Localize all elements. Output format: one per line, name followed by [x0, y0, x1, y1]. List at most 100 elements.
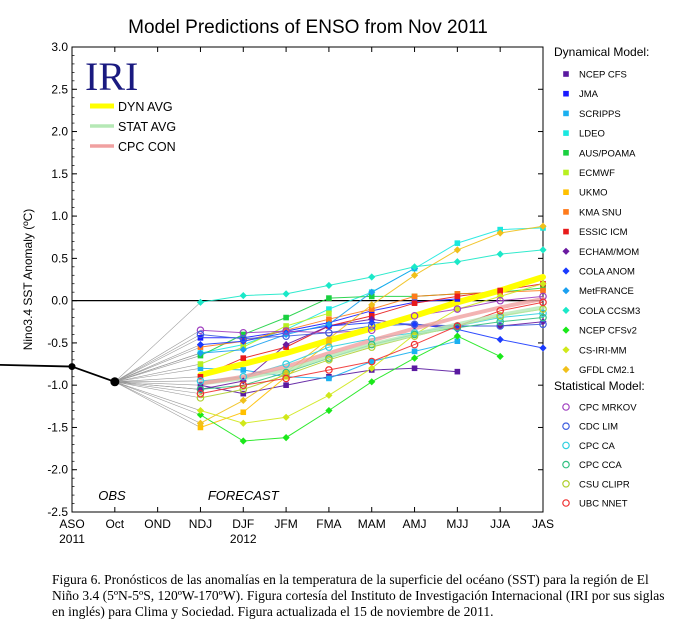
- forecast-marker: [197, 365, 204, 372]
- x-tick-label: OND: [144, 517, 171, 531]
- forecast-marker: [410, 332, 419, 340]
- forecast-marker: [410, 320, 419, 328]
- forecast-marker: [240, 367, 247, 373]
- series-line-metfrance: [200, 268, 415, 354]
- x-tick-label: AMJ: [403, 517, 427, 531]
- forecast-marker: [454, 338, 461, 345]
- forecast-marker: [454, 240, 461, 246]
- inset-legend-label: DYN AVG: [118, 100, 173, 114]
- legend-marker: [562, 479, 570, 488]
- x-tick-label: ASO: [59, 517, 84, 531]
- connector-jma: [114, 337, 201, 383]
- forecast-marker: [496, 229, 504, 237]
- connector-ncep-cfs: [114, 381, 201, 386]
- enso-chart: Model Predictions of ENSO from Nov 2011 …: [0, 17, 649, 546]
- forecast-marker: [283, 323, 289, 329]
- connector-cpc-ca: [114, 380, 201, 383]
- legend-marker: [562, 247, 570, 255]
- legend-marker: [562, 365, 570, 374]
- plot-frame: [71, 46, 544, 513]
- legend-marker: [562, 306, 570, 314]
- forecast-marker: [539, 344, 547, 352]
- y-tick-label: -1.0: [47, 378, 68, 392]
- forecast-marker: [496, 352, 504, 361]
- connector-metfrance: [114, 352, 201, 383]
- forecast-marker: [239, 396, 247, 404]
- forecast-marker: [197, 424, 204, 431]
- forecast-marker: [325, 320, 333, 328]
- forecast-marker: [239, 334, 248, 343]
- forecast-marker: [410, 340, 419, 349]
- connector-ecmwf: [114, 363, 201, 383]
- legend-label: NCEP CFSv2: [579, 326, 637, 337]
- forecast-marker: [325, 366, 333, 374]
- connector-cola-ccsm3: [114, 302, 201, 383]
- legend-marker: [563, 90, 569, 97]
- forecast-marker: [196, 406, 205, 415]
- legend-marker: [562, 422, 570, 431]
- forecast-marker: [453, 246, 461, 254]
- legend-label: NCEP CFS: [579, 70, 627, 81]
- y-axis-label: Nino3.4 SST Anomaly (ºC): [21, 209, 35, 351]
- observed-series: [0, 363, 120, 387]
- x-tick-label: FMA: [316, 517, 341, 531]
- series-line-ncep-cfsv2: [200, 335, 501, 442]
- forecast-marker: [453, 258, 461, 266]
- forecast-marker: [367, 340, 376, 349]
- forecast-marker: [367, 357, 376, 366]
- forecast-marker: [325, 328, 333, 337]
- forecast-marker: [325, 281, 333, 290]
- forecast-marker: [368, 306, 375, 312]
- forecast-marker: [240, 355, 247, 361]
- forecast-marker: [453, 305, 461, 313]
- y-tick-label: 2.5: [51, 82, 68, 96]
- connector-scripps: [114, 367, 201, 383]
- legend-label: CPC MRKOV: [579, 403, 637, 414]
- forecast-marker: [326, 340, 332, 346]
- forecast-marker: [196, 389, 205, 398]
- legend-marker: [563, 71, 569, 77]
- figure-caption: Figura 6. Pronósticos de las anomalías e…: [52, 572, 665, 619]
- connector-kma-snu: [114, 346, 201, 383]
- chart-title: Model Predictions of ENSO from Nov 2011: [128, 17, 488, 38]
- x-tick-label: DJF: [232, 517, 254, 531]
- forecast-marker: [197, 361, 204, 367]
- forecast-marker: [239, 381, 248, 389]
- average-lines: [197, 274, 546, 386]
- y-tick-label: -0.5: [47, 336, 68, 350]
- connector-ukmo: [114, 381, 201, 428]
- forecast-marker: [410, 320, 419, 329]
- legend-label: LDEO: [579, 129, 605, 140]
- inset-legend: DYN AVG STAT AVG CPC CON: [90, 100, 176, 154]
- forecast-marker: [539, 222, 547, 230]
- forecast-marker: [196, 298, 205, 306]
- connector-cola-anom: [114, 344, 201, 383]
- forecast-marker: [368, 293, 375, 300]
- forecast-marker: [326, 306, 332, 312]
- forecast-marker: [496, 335, 504, 344]
- forecast-marker: [326, 316, 332, 323]
- forecast-marker: [325, 356, 333, 364]
- connector-cs-iri-mm: [114, 381, 201, 411]
- forecast-marker: [539, 309, 547, 318]
- connector-csu-clipr: [114, 381, 201, 399]
- legend-label: CSU CLIPR: [579, 479, 630, 490]
- y-tick-label: 1.0: [51, 209, 68, 223]
- y-tick-label: 3.0: [51, 40, 68, 54]
- forecast-marker: [282, 371, 290, 379]
- legend-marker: [563, 228, 569, 235]
- legend-dynamical-title: Dynamical Model:: [554, 45, 649, 59]
- x-tick-label: NDJ: [189, 517, 212, 531]
- x-tick-label: JFM: [274, 517, 297, 531]
- forecast-marker: [282, 341, 290, 349]
- inset-legend-label: CPC CON: [118, 140, 176, 154]
- legend-marker: [563, 150, 569, 156]
- legend-label: AUS/POAMA: [579, 148, 636, 159]
- forecast-marker: [368, 288, 376, 296]
- forecast-marker: [196, 349, 205, 357]
- legend: Dynamical Model: NCEP CFS JMA SCRIPPS LDEO AU…: [554, 45, 649, 510]
- forecast-marker: [539, 280, 547, 288]
- legend-label: CPC CA: [579, 441, 616, 452]
- forecast-marker: [326, 295, 332, 301]
- inset-legend-label: STAT AVG: [118, 120, 176, 134]
